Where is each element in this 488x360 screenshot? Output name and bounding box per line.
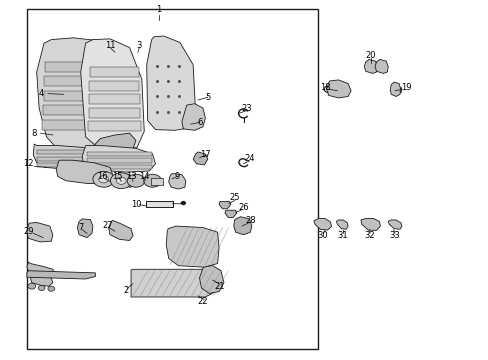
Text: 22: 22 [197,297,208,306]
Polygon shape [41,120,98,130]
Polygon shape [182,104,205,130]
Circle shape [181,202,185,204]
Polygon shape [37,157,100,161]
Circle shape [143,174,161,187]
Text: 10: 10 [130,200,141,209]
Circle shape [38,285,45,291]
Polygon shape [81,39,144,149]
Circle shape [93,171,114,187]
Bar [150,178,163,185]
Text: 19: 19 [400,83,410,91]
Polygon shape [87,158,151,163]
Text: 7: 7 [78,223,83,232]
Circle shape [110,173,132,189]
Polygon shape [389,82,400,96]
Text: 15: 15 [112,172,122,181]
Polygon shape [27,222,53,242]
Circle shape [99,176,108,183]
Polygon shape [30,274,53,286]
Polygon shape [27,262,55,278]
Polygon shape [168,174,185,189]
Text: 1: 1 [156,4,161,13]
Text: 17: 17 [199,150,210,159]
Text: 3: 3 [137,40,142,49]
Text: 16: 16 [97,172,108,181]
Text: 26: 26 [238,202,248,211]
Text: 20: 20 [365,51,375,60]
Polygon shape [56,160,113,184]
Polygon shape [364,59,377,73]
Polygon shape [399,87,401,93]
Polygon shape [326,80,350,98]
Polygon shape [45,62,96,72]
Text: 6: 6 [197,118,203,127]
Polygon shape [37,150,100,154]
Text: 8: 8 [32,129,37,138]
Polygon shape [131,269,219,297]
Text: 24: 24 [244,154,254,163]
Polygon shape [44,76,96,86]
Text: 9: 9 [174,172,180,181]
Text: 27: 27 [102,220,113,230]
Polygon shape [224,210,236,217]
Text: 32: 32 [363,231,374,240]
Text: 23: 23 [241,104,252,112]
Polygon shape [82,145,155,172]
Text: 30: 30 [317,231,327,240]
Text: 5: 5 [204,93,210,102]
Bar [27,9,317,349]
Polygon shape [360,219,380,230]
Text: 12: 12 [23,159,34,168]
Polygon shape [43,91,97,101]
Polygon shape [120,174,133,187]
Text: 11: 11 [104,40,115,49]
Polygon shape [166,226,219,267]
Circle shape [116,177,126,184]
Text: 21: 21 [214,282,225,291]
Polygon shape [27,271,95,279]
Polygon shape [88,108,140,118]
Polygon shape [93,133,136,158]
Text: 33: 33 [389,231,400,240]
Polygon shape [89,81,139,91]
Polygon shape [37,38,107,153]
Polygon shape [89,94,140,104]
Polygon shape [90,67,139,77]
Circle shape [28,283,36,289]
Bar [145,201,172,207]
Polygon shape [108,220,133,240]
Polygon shape [42,105,97,115]
Polygon shape [193,152,207,165]
Text: 31: 31 [336,231,347,240]
Polygon shape [387,220,401,229]
Text: 14: 14 [139,172,149,181]
Circle shape [48,286,55,291]
Polygon shape [219,202,230,209]
Polygon shape [88,121,141,131]
Polygon shape [313,219,331,230]
Polygon shape [374,59,387,73]
Circle shape [127,174,144,187]
Text: 2: 2 [123,287,128,295]
Polygon shape [146,36,195,130]
Polygon shape [336,220,347,229]
Text: 13: 13 [125,172,136,181]
Polygon shape [37,163,100,167]
Text: 4: 4 [39,89,44,98]
Text: 18: 18 [319,83,330,91]
Polygon shape [77,219,93,238]
Polygon shape [87,165,151,169]
Text: 28: 28 [244,216,255,225]
Text: 29: 29 [23,227,34,236]
Text: 25: 25 [229,194,240,202]
Polygon shape [199,266,224,293]
Polygon shape [87,152,151,156]
Polygon shape [233,217,251,235]
Polygon shape [33,144,103,170]
